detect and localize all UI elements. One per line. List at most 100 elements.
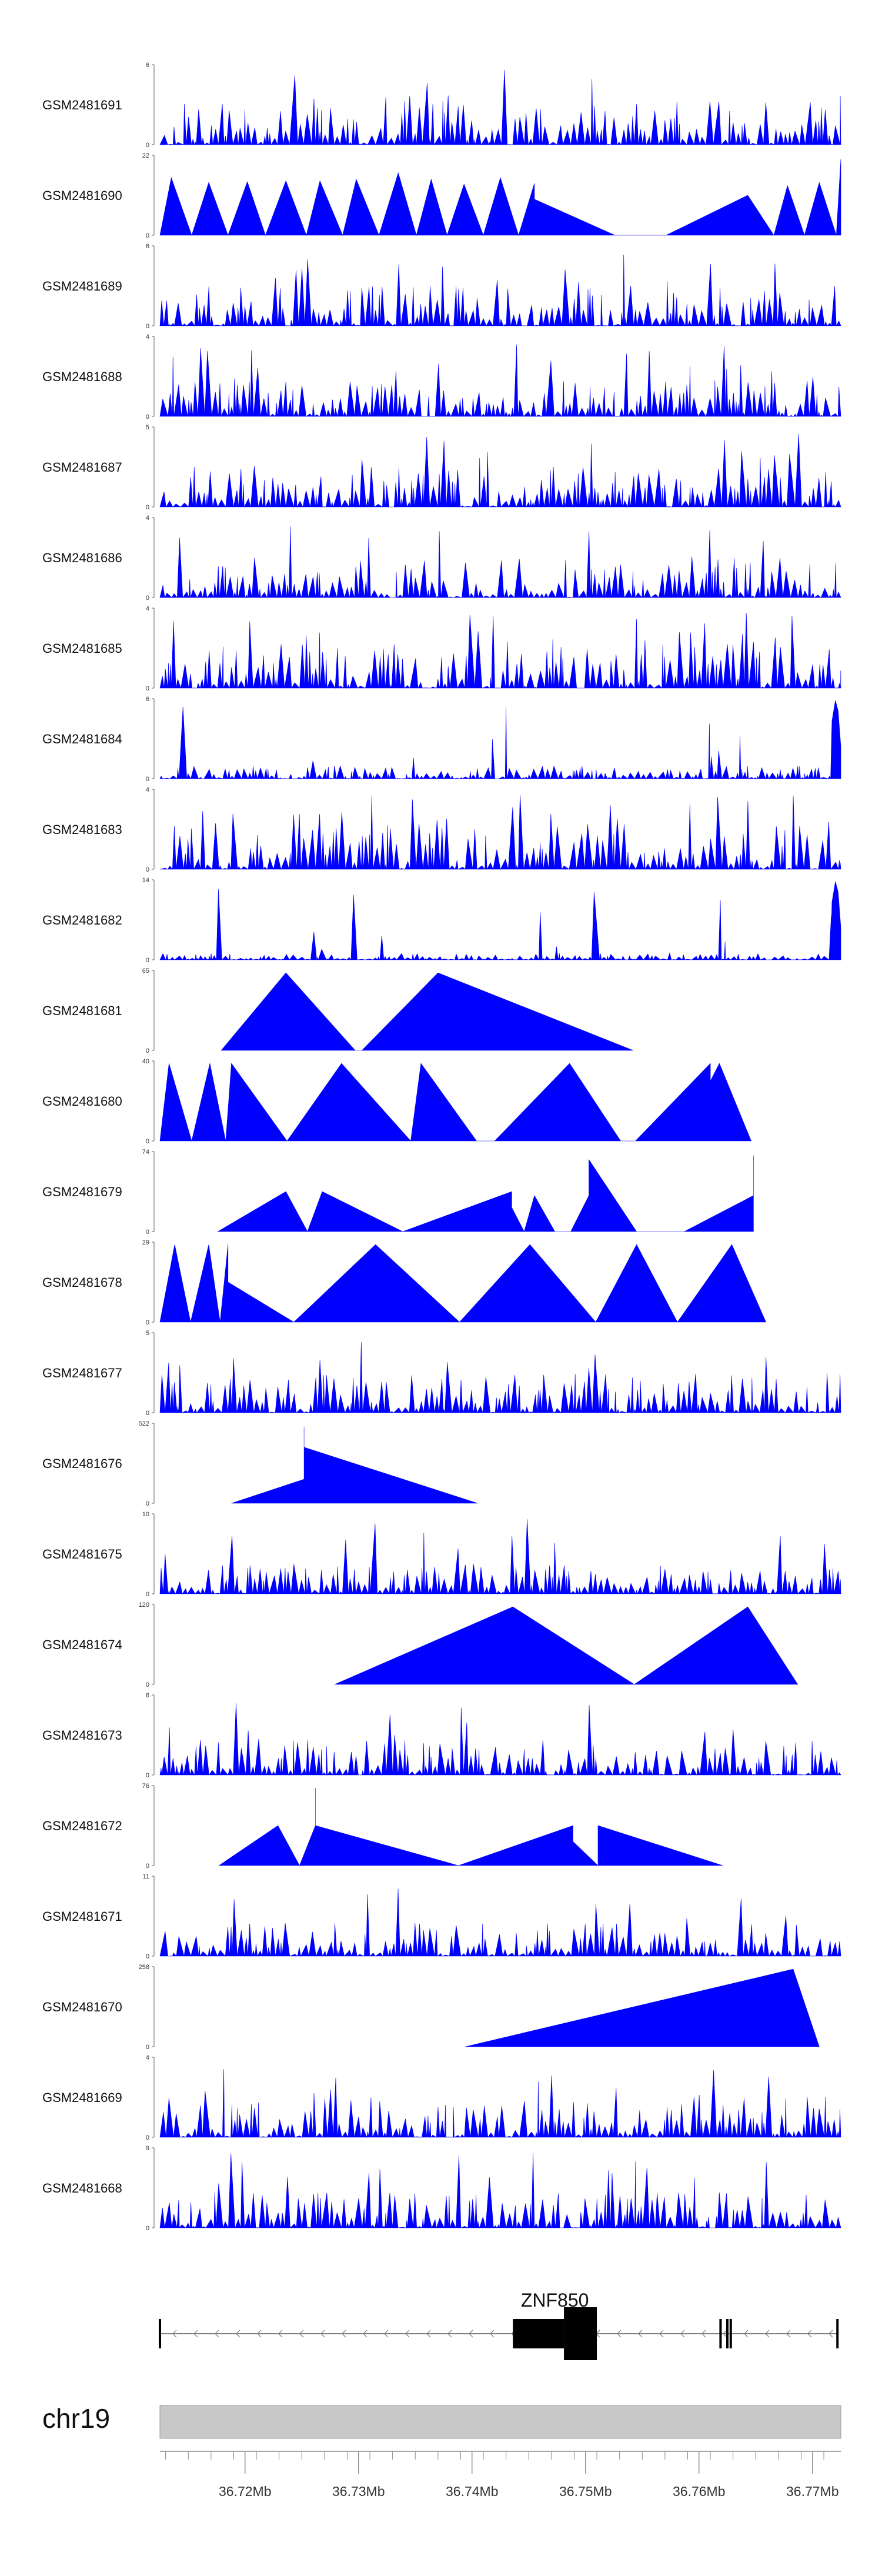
signal-area [220, 972, 633, 1051]
strand-arrow [807, 2330, 812, 2338]
signal-area [159, 1063, 751, 1142]
y-max-label: 6 [146, 1692, 149, 1699]
y-min-label: 0 [146, 1681, 149, 1689]
y-min-label: 0 [146, 1500, 149, 1507]
strand-arrow [405, 2330, 410, 2338]
y-min-label: 0 [146, 323, 149, 330]
strand-arrow [765, 2330, 770, 2338]
signal-area [159, 1703, 841, 1776]
y-max-label: 6 [146, 62, 149, 69]
track-label: GSM2481684 [42, 732, 122, 746]
y-max-label: 76 [142, 1783, 149, 1790]
y-max-label: 522 [139, 1420, 149, 1427]
track-GSM2481669: GSM2481669 4 0 [42, 2054, 841, 2141]
track-GSM2481687: GSM2481687 5 0 [42, 424, 841, 511]
track-label: GSM2481686 [42, 550, 122, 565]
y-min-label: 0 [146, 2225, 149, 2232]
strand-arrow [257, 2330, 262, 2338]
track-label: GSM2481676 [42, 1456, 122, 1471]
y-max-label: 9 [146, 2145, 149, 2152]
signal-area [159, 526, 841, 599]
y-max-label: 4 [146, 605, 149, 612]
signal-area [159, 1244, 767, 1323]
track-GSM2481676: GSM2481676 522 0 [42, 1420, 478, 1507]
strand-arrow [828, 2330, 833, 2338]
track-GSM2481675: GSM2481675 10 0 [42, 1511, 841, 1598]
signal-area [217, 1155, 754, 1232]
signal-area [159, 433, 841, 508]
track-label: GSM2481673 [42, 1728, 122, 1743]
track-label: GSM2481678 [42, 1275, 122, 1290]
track-label: GSM2481683 [42, 822, 122, 837]
chromosome-label: chr19 [42, 2403, 110, 2434]
x-tick-label: 36.76Mb [673, 2484, 726, 2499]
strand-arrow [744, 2330, 749, 2338]
y-max-label: 10 [142, 1511, 149, 1518]
strand-arrow [447, 2330, 452, 2338]
strand-arrow [384, 2330, 389, 2338]
strand-arrow [638, 2330, 643, 2338]
track-GSM2481679: GSM2481679 74 0 [42, 1149, 754, 1236]
x-tick-label: 36.73Mb [332, 2484, 385, 2499]
y-max-label: 4 [146, 333, 149, 341]
strand-arrow [617, 2330, 622, 2338]
signal-area [159, 1888, 841, 1957]
track-GSM2481671: GSM2481671 11 0 [42, 1873, 841, 1960]
track-GSM2481677: GSM2481677 5 0 [42, 1330, 841, 1417]
y-max-label: 6 [146, 243, 149, 250]
x-tick-label: 36.74Mb [446, 2484, 499, 2499]
y-min-label: 0 [146, 2044, 149, 2051]
track-GSM2481678: GSM2481678 29 0 [42, 1239, 767, 1326]
y-min-label: 0 [146, 1863, 149, 1870]
strand-arrow [469, 2330, 473, 2338]
y-max-label: 4 [146, 786, 149, 793]
strand-arrow [215, 2330, 219, 2338]
track-GSM2481689: GSM2481689 6 0 [42, 243, 841, 330]
y-min-label: 0 [146, 866, 149, 873]
track-GSM2481686: GSM2481686 4 0 [42, 515, 841, 602]
genomic-axis: chr19 36.72Mb 36.73Mb 36.74Mb 36.75Mb 36.76Mb… [42, 2403, 841, 2499]
y-max-label: 4 [146, 515, 149, 522]
signal-area [231, 1427, 478, 1504]
strand-arrow [278, 2330, 283, 2338]
x-tick-label: 36.77Mb [786, 2484, 839, 2499]
track-label: GSM2481671 [42, 1909, 122, 1924]
track-GSM2481680: GSM2481680 40 0 [42, 1058, 751, 1145]
track-label: GSM2481682 [42, 913, 122, 927]
strand-arrow [320, 2330, 325, 2338]
signal-area [159, 881, 841, 961]
exon-marker [726, 2319, 729, 2348]
y-max-label: 65 [142, 967, 149, 975]
track-GSM2481690: GSM2481690 22 0 [42, 152, 841, 239]
signal-area [159, 344, 841, 418]
chromosome-ideogram [159, 2405, 841, 2439]
signal-area [159, 2153, 841, 2229]
strand-arrow [299, 2330, 304, 2338]
track-GSM2481684: GSM2481684 6 0 [42, 696, 841, 783]
y-min-label: 0 [146, 776, 149, 783]
y-min-label: 0 [146, 685, 149, 692]
x-tick-label: 36.72Mb [219, 2484, 272, 2499]
signal-area [159, 255, 841, 327]
exon-marker [159, 2319, 161, 2348]
exon-marker [719, 2319, 722, 2348]
track-label: GSM2481670 [42, 2000, 122, 2014]
track-label: GSM2481691 [42, 98, 122, 112]
gene-model-track: ZNF850 [159, 2290, 839, 2360]
strand-arrow [342, 2330, 346, 2338]
signal-area [159, 159, 841, 236]
y-min-label: 0 [146, 1229, 149, 1236]
y-max-label: 258 [139, 1964, 149, 1971]
track-GSM2481683: GSM2481683 4 0 [42, 786, 841, 873]
track-GSM2481682: GSM2481682 14 0 [42, 877, 841, 964]
track-label: GSM2481685 [42, 641, 122, 656]
track-GSM2481668: GSM2481668 9 0 [42, 2145, 841, 2232]
signal-tracks: GSM248169160GSM2481690220GSM248168960GSM… [42, 62, 841, 2232]
signal-area [159, 1519, 841, 1595]
signal-area [218, 1788, 723, 1866]
y-min-label: 0 [146, 232, 149, 239]
track-label: GSM2481689 [42, 279, 122, 293]
signal-area [159, 613, 841, 689]
y-min-label: 0 [146, 1138, 149, 1145]
